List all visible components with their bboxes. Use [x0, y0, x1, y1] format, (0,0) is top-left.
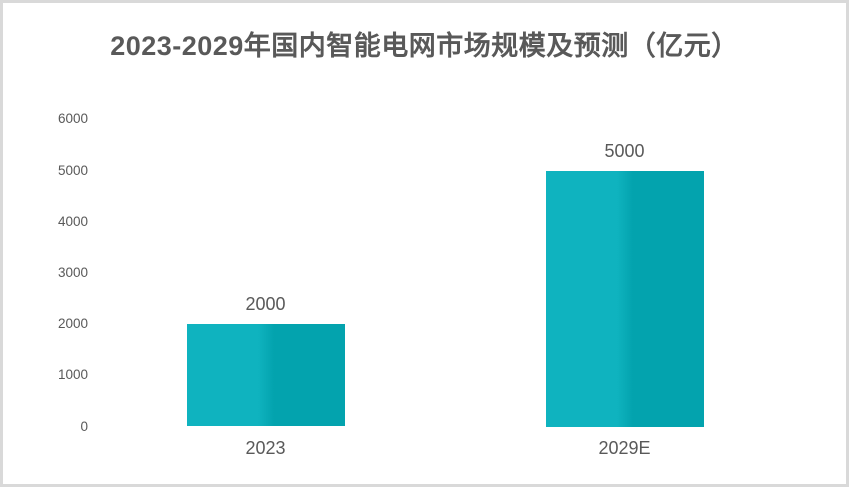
y-axis-tick-label: 6000 [57, 111, 88, 127]
y-axis-tick-label: 5000 [57, 162, 88, 178]
chart-title: 2023-2029年国内智能电网市场规模及预测（亿元） [110, 31, 739, 61]
x-axis-category-label: 2023 [245, 438, 286, 458]
y-axis-tick-label: 1000 [57, 367, 88, 383]
x-axis-category-label: 2029E [598, 438, 651, 458]
bar-data-label: 5000 [604, 140, 645, 161]
y-axis-tick-label: 0 [80, 418, 88, 434]
bar-data-label: 2000 [245, 294, 286, 315]
bar-2023 [186, 324, 345, 427]
y-axis-tick-label: 4000 [57, 213, 88, 229]
y-axis-tick-label: 3000 [57, 264, 88, 280]
y-axis-tick-label: 2000 [57, 316, 88, 332]
bar-2029E [545, 170, 704, 427]
